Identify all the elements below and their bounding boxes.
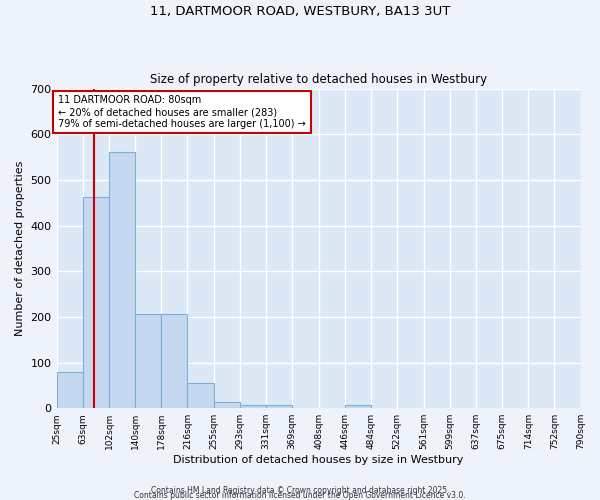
Bar — [109, 152, 136, 408]
Bar — [136, 314, 161, 408]
Bar — [56, 372, 83, 408]
Text: Contains public sector information licensed under the Open Government Licence v3: Contains public sector information licen… — [134, 491, 466, 500]
Bar — [187, 383, 214, 408]
Text: 11, DARTMOOR ROAD, WESTBURY, BA13 3UT: 11, DARTMOOR ROAD, WESTBURY, BA13 3UT — [150, 5, 450, 18]
Bar — [240, 405, 266, 408]
X-axis label: Distribution of detached houses by size in Westbury: Distribution of detached houses by size … — [173, 455, 464, 465]
Text: Contains HM Land Registry data © Crown copyright and database right 2025.: Contains HM Land Registry data © Crown c… — [151, 486, 449, 495]
Bar — [161, 314, 187, 408]
Bar — [214, 402, 240, 408]
Bar — [345, 404, 371, 408]
Bar — [266, 405, 292, 408]
Text: 11 DARTMOOR ROAD: 80sqm
← 20% of detached houses are smaller (283)
79% of semi-d: 11 DARTMOOR ROAD: 80sqm ← 20% of detache… — [58, 96, 305, 128]
Title: Size of property relative to detached houses in Westbury: Size of property relative to detached ho… — [150, 73, 487, 86]
Y-axis label: Number of detached properties: Number of detached properties — [15, 160, 25, 336]
Bar — [83, 197, 109, 408]
